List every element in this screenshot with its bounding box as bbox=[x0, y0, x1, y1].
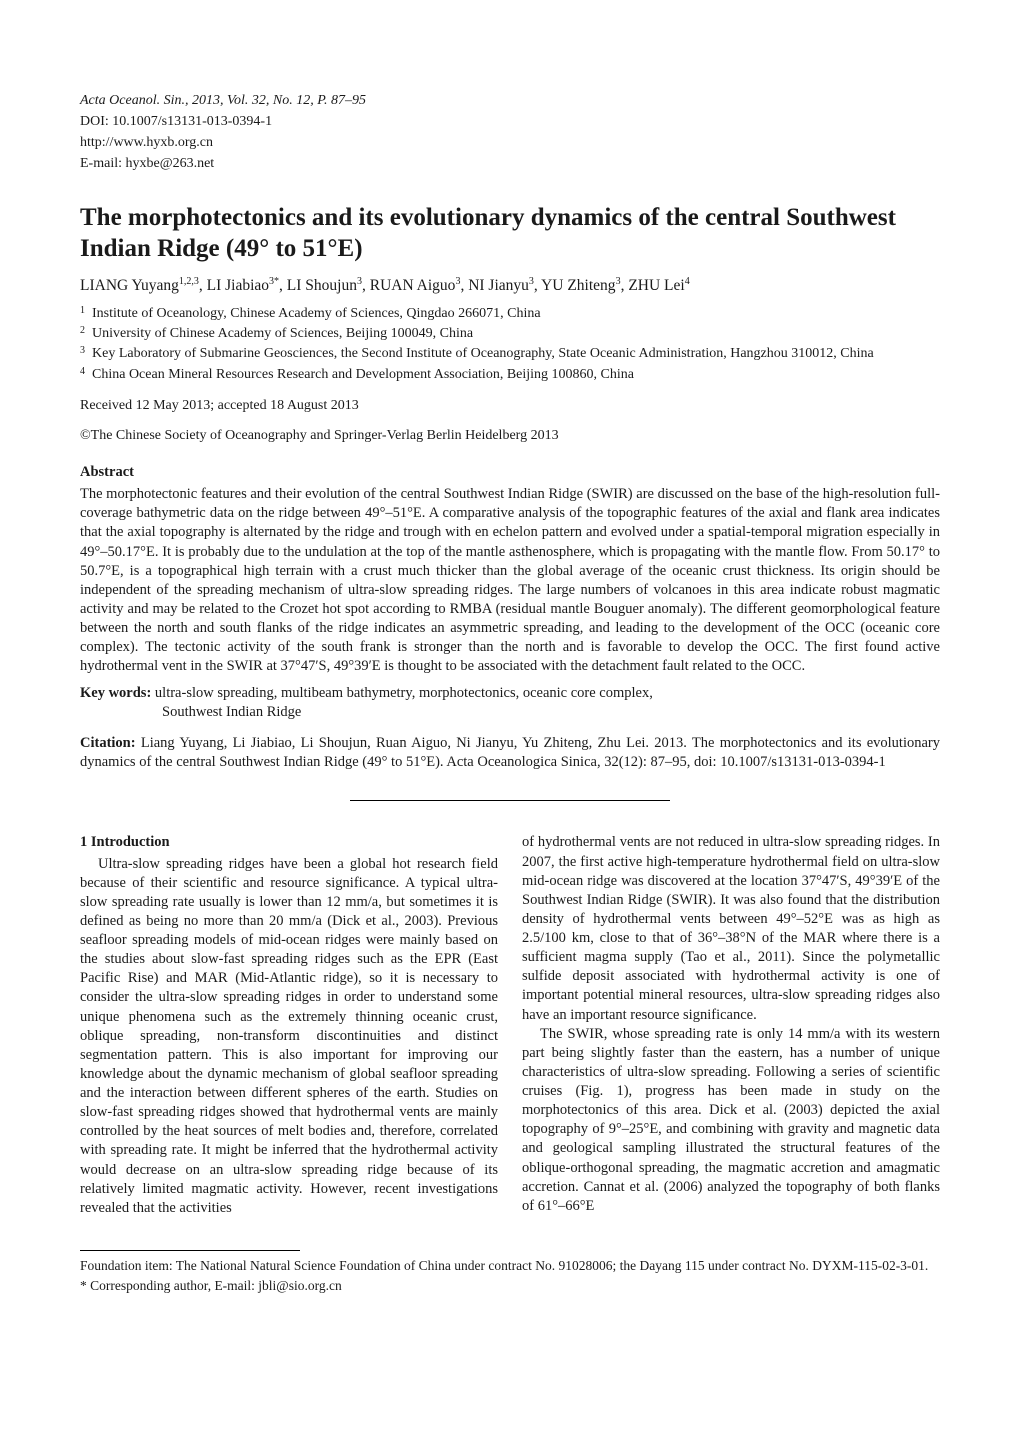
affiliation-2: 2University of Chinese Academy of Scienc… bbox=[80, 324, 940, 344]
article-title: The morphotectonics and its evolutionary… bbox=[80, 202, 940, 265]
affiliation-4: 4China Ocean Mineral Resources Research … bbox=[80, 365, 940, 385]
author: ZHU Lei4 bbox=[628, 277, 689, 294]
section-heading-1: 1 Introduction bbox=[80, 833, 498, 852]
journal-line: Acta Oceanol. Sin., 2013, Vol. 32, No. 1… bbox=[80, 90, 940, 111]
abstract-text: The morphotectonic features and their ev… bbox=[80, 485, 940, 676]
footnote-rule bbox=[80, 1250, 300, 1251]
body-columns: 1 Introduction Ultra-slow spreading ridg… bbox=[80, 833, 940, 1218]
author: RUAN Aiguo3 bbox=[370, 277, 461, 294]
journal-meta: Acta Oceanol. Sin., 2013, Vol. 32, No. 1… bbox=[80, 90, 940, 174]
author: LI Jiabiao3* bbox=[207, 277, 279, 294]
affiliation-3: 3Key Laboratory of Submarine Geosciences… bbox=[80, 344, 940, 364]
author: LI Shoujun3 bbox=[287, 277, 362, 294]
author: NI Jianyu3 bbox=[468, 277, 534, 294]
affiliation-1: 1Institute of Oceanology, Chinese Academ… bbox=[80, 304, 940, 324]
citation-text: Liang Yuyang, Li Jiabiao, Li Shoujun, Ru… bbox=[80, 735, 940, 770]
citation-block: Citation: Liang Yuyang, Li Jiabiao, Li S… bbox=[80, 734, 940, 772]
column-right: of hydrothermal vents are not reduced in… bbox=[522, 833, 940, 1218]
keywords-line2: Southwest Indian Ridge bbox=[162, 704, 301, 720]
copyright-line: ©The Chinese Society of Oceanography and… bbox=[80, 427, 940, 445]
authors-line: LIANG Yuyang1,2,3, LI Jiabiao3*, LI Shou… bbox=[80, 275, 940, 296]
intro-paragraph-1-cont: of hydrothermal vents are not reduced in… bbox=[522, 833, 940, 1024]
email-line: E-mail: hyxbe@263.net bbox=[80, 153, 940, 174]
url-line: http://www.hyxb.org.cn bbox=[80, 132, 940, 153]
intro-paragraph-1: Ultra-slow spreading ridges have been a … bbox=[80, 855, 498, 1218]
affiliations: 1Institute of Oceanology, Chinese Academ… bbox=[80, 304, 940, 385]
received-accepted: Received 12 May 2013; accepted 18 August… bbox=[80, 397, 940, 415]
column-left: 1 Introduction Ultra-slow spreading ridg… bbox=[80, 833, 498, 1218]
author: YU Zhiteng3 bbox=[541, 277, 620, 294]
foundation-footnote: Foundation item: The National Natural Sc… bbox=[80, 1257, 940, 1275]
keywords: Key words: ultra-slow spreading, multibe… bbox=[80, 684, 940, 722]
keywords-label: Key words: bbox=[80, 685, 151, 701]
doi-line: DOI: 10.1007/s13131-013-0394-1 bbox=[80, 111, 940, 132]
keywords-line1: ultra-slow spreading, multibeam bathymet… bbox=[155, 685, 653, 701]
section-separator bbox=[350, 800, 670, 801]
author: LIANG Yuyang1,2,3 bbox=[80, 277, 199, 294]
corresponding-author-footnote: * Corresponding author, E-mail: jbli@sio… bbox=[80, 1277, 940, 1295]
intro-paragraph-2: The SWIR, whose spreading rate is only 1… bbox=[522, 1025, 940, 1216]
abstract-heading: Abstract bbox=[80, 463, 940, 482]
citation-label: Citation: bbox=[80, 735, 136, 751]
footnotes: Foundation item: The National Natural Sc… bbox=[80, 1257, 940, 1295]
